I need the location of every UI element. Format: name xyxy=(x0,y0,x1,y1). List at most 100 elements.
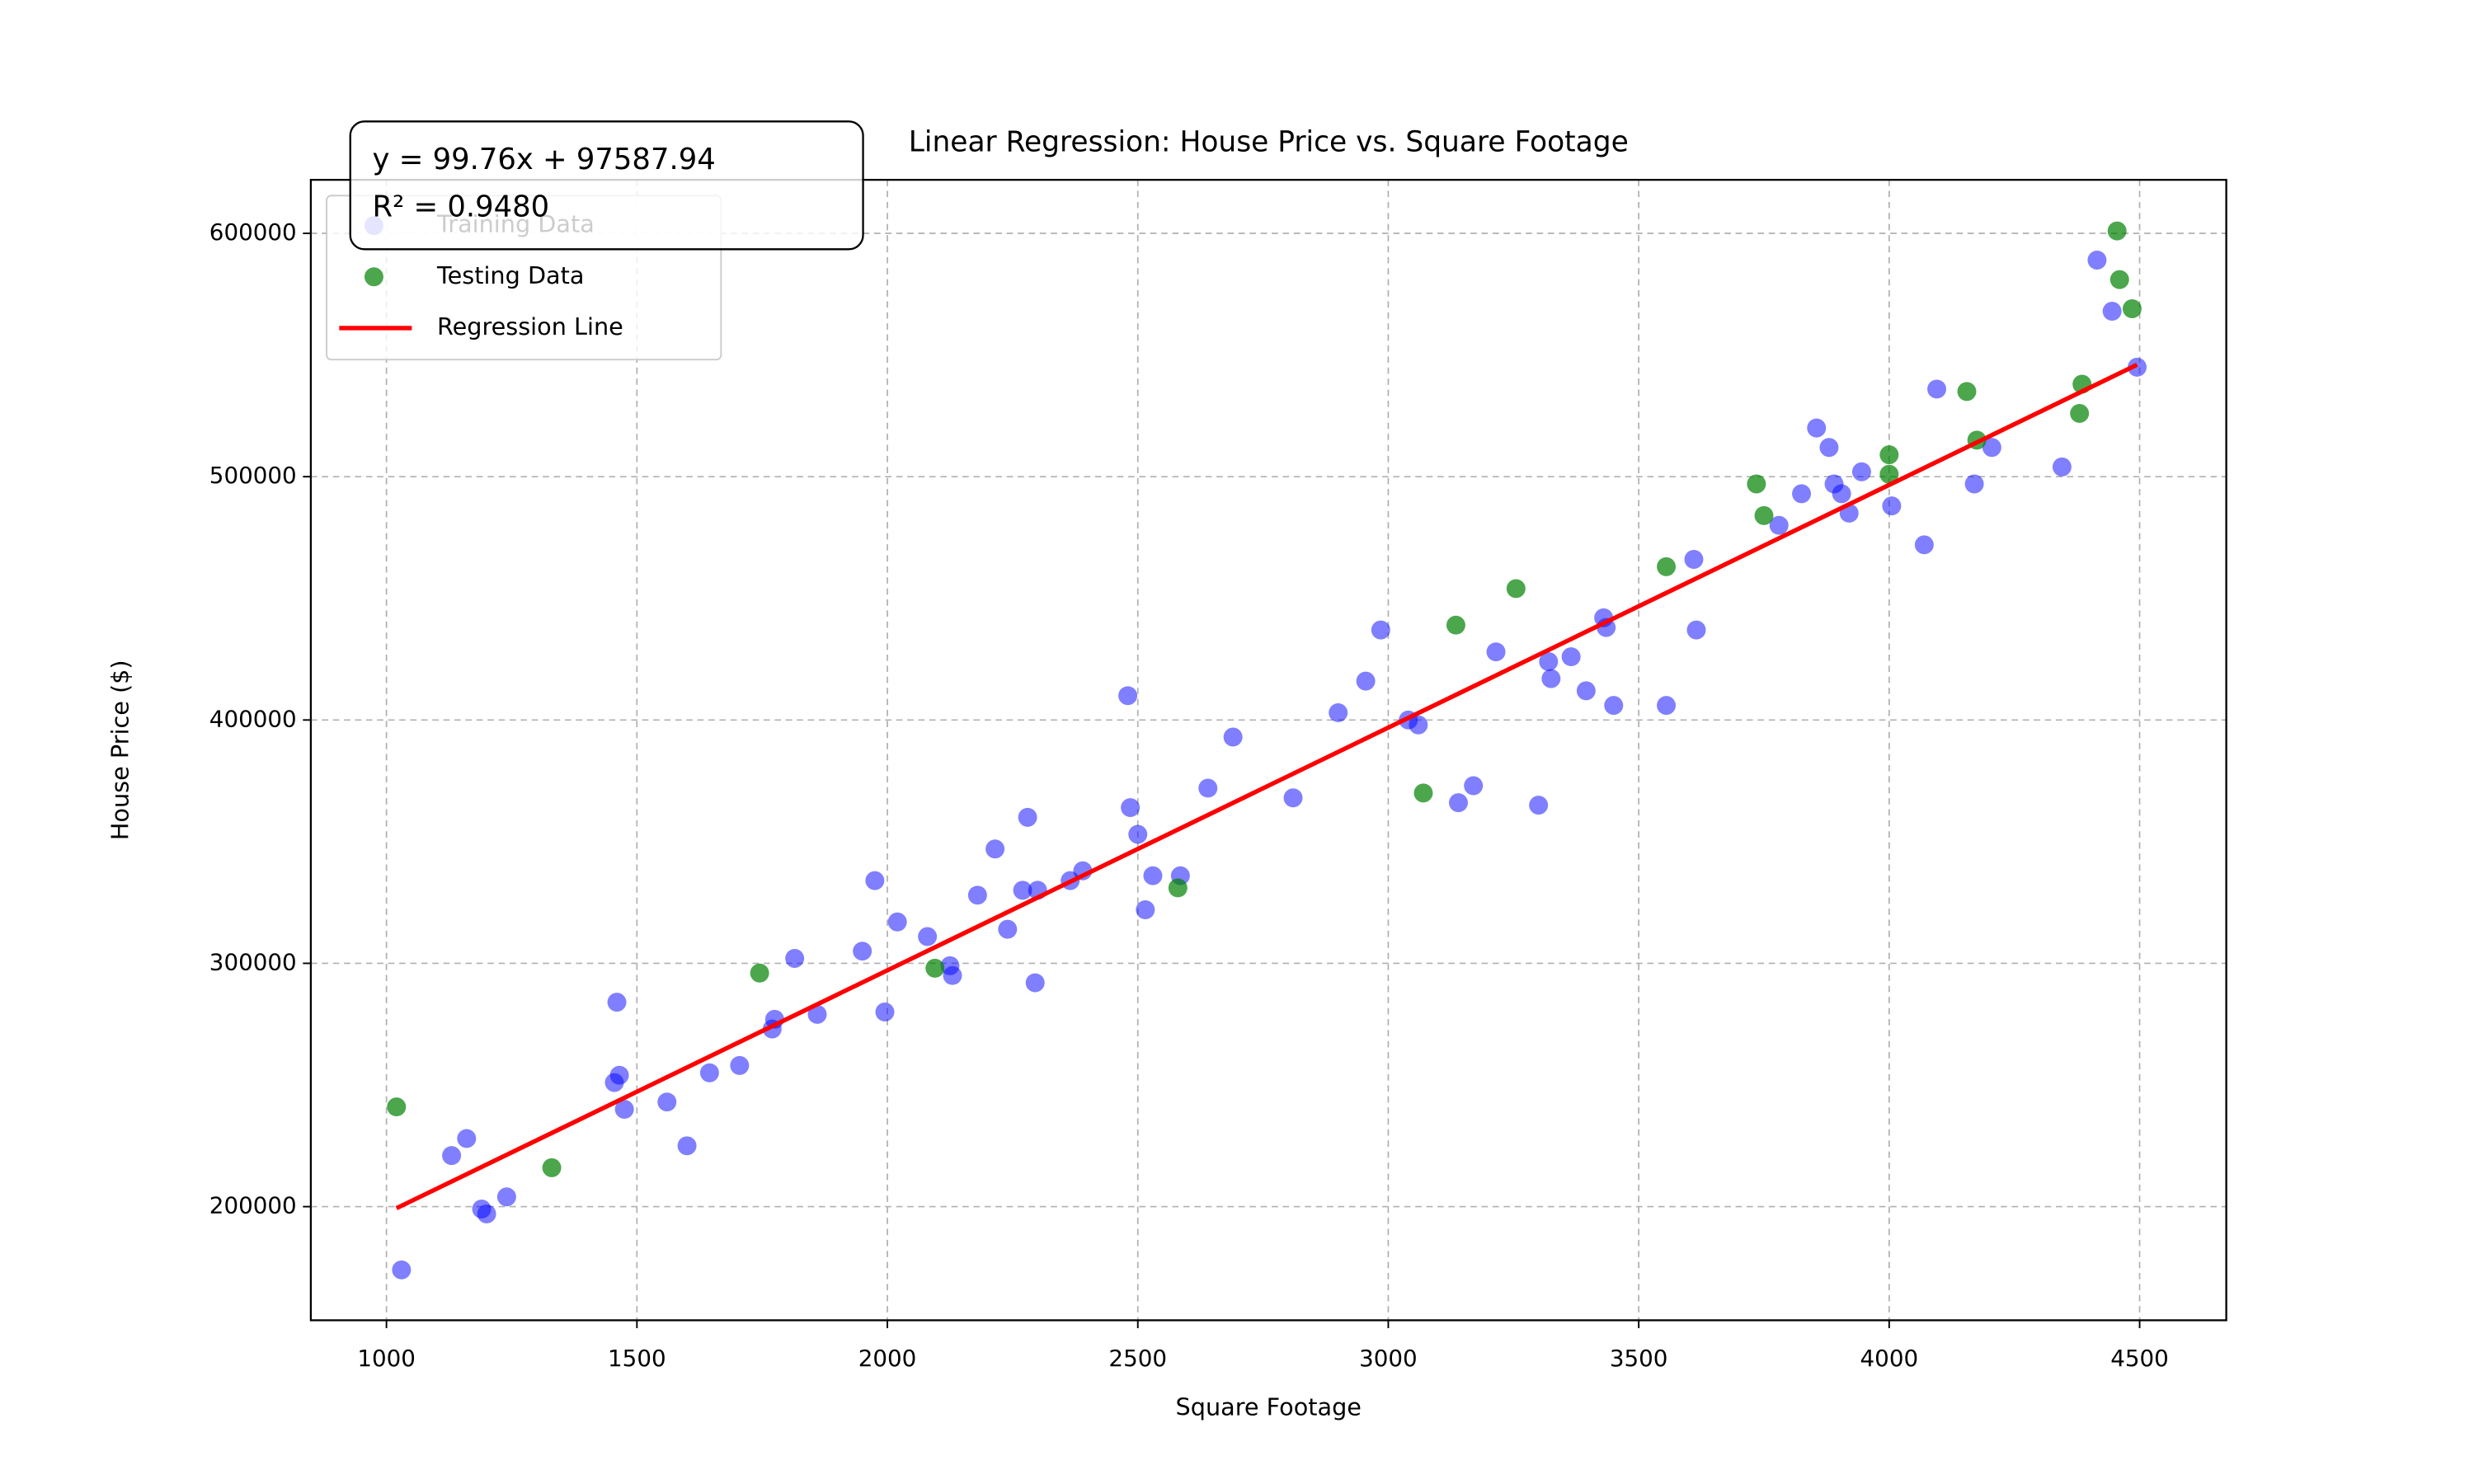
data-point xyxy=(2102,302,2122,321)
data-point xyxy=(614,1100,634,1120)
data-point xyxy=(1576,681,1596,701)
data-point xyxy=(2107,221,2127,241)
legend-label: Regression Line xyxy=(437,312,623,340)
data-point xyxy=(609,1065,629,1085)
data-point xyxy=(1914,535,1934,555)
data-point xyxy=(1684,550,1704,570)
y-tick-label: 400000 xyxy=(209,705,297,732)
x-axis-label: Square Footage xyxy=(1176,1393,1362,1421)
data-point xyxy=(1013,881,1032,900)
y-tick-label: 500000 xyxy=(209,462,297,489)
data-point xyxy=(1539,651,1559,671)
data-point xyxy=(1136,900,1155,919)
data-point xyxy=(1819,438,1839,458)
data-point xyxy=(1283,788,1303,808)
data-point xyxy=(1792,484,1812,504)
data-point xyxy=(1957,382,1977,402)
chart-title: Linear Regression: House Price vs. Squar… xyxy=(909,126,1629,159)
plot-frame xyxy=(309,178,2227,1322)
plot-area: 1000 1500 2000 2500 3000 3500 4000 4500 200000 30… xyxy=(106,178,2227,1421)
data-point xyxy=(1168,878,1188,898)
data-point xyxy=(1982,438,2001,458)
data-point xyxy=(1807,418,1827,438)
data-point xyxy=(477,1204,496,1223)
data-point xyxy=(2122,299,2142,319)
data-point xyxy=(2087,251,2107,270)
x-tick-label: 4000 xyxy=(1860,1345,1919,1372)
data-point xyxy=(657,1092,677,1112)
data-point xyxy=(699,1063,719,1082)
data-point xyxy=(1561,647,1581,667)
x-tick-label: 3000 xyxy=(1359,1345,1418,1372)
x-tick-label: 2000 xyxy=(858,1345,917,1372)
data-point xyxy=(1464,776,1484,796)
data-point xyxy=(1121,798,1141,818)
legend-swatch xyxy=(364,267,383,287)
data-point xyxy=(807,1004,827,1024)
y-axis-label: House Price ($) xyxy=(106,660,134,840)
data-point xyxy=(1143,866,1163,885)
data-point xyxy=(1118,686,1138,706)
annotation-text: R² = 0.9480 xyxy=(373,190,550,224)
data-point xyxy=(1747,474,1766,494)
data-point xyxy=(2052,457,2072,477)
data-point xyxy=(392,1260,412,1280)
data-point xyxy=(1541,669,1561,688)
data-point xyxy=(387,1097,407,1117)
data-point xyxy=(998,919,1018,939)
data-point xyxy=(1964,474,1984,494)
data-point xyxy=(1832,484,1851,504)
y-tick-label: 200000 xyxy=(209,1192,297,1219)
data-point xyxy=(607,993,627,1012)
data-point xyxy=(1128,824,1148,844)
x-tick-label: 2500 xyxy=(1108,1345,1167,1372)
data-point xyxy=(1879,445,1899,465)
data-point xyxy=(1686,620,1706,640)
data-point xyxy=(865,871,885,890)
data-point xyxy=(1486,642,1506,662)
data-point xyxy=(1198,778,1218,798)
regression-line xyxy=(395,362,2138,1210)
data-point xyxy=(1769,515,1789,535)
data-point xyxy=(1356,671,1376,691)
data-point xyxy=(1018,807,1037,827)
data-point xyxy=(730,1055,750,1075)
data-point xyxy=(750,963,769,983)
data-point xyxy=(2109,270,2129,289)
x-tick-label: 1500 xyxy=(608,1345,666,1372)
data-point xyxy=(1879,464,1899,484)
data-point xyxy=(1409,715,1428,735)
x-tick-label: 3500 xyxy=(1610,1345,1668,1372)
data-point xyxy=(853,942,872,961)
x-tick-label: 4500 xyxy=(2110,1345,2169,1372)
data-point xyxy=(785,949,805,969)
data-point xyxy=(496,1187,516,1207)
data-point xyxy=(1371,620,1390,640)
data-point xyxy=(967,885,987,905)
data-point xyxy=(925,958,945,978)
data-point xyxy=(677,1136,697,1156)
data-point xyxy=(442,1146,462,1166)
data-point xyxy=(1657,696,1677,716)
data-point xyxy=(1529,796,1549,815)
data-point xyxy=(1025,973,1045,993)
data-point xyxy=(1851,462,1871,481)
legend-label: Testing Data xyxy=(436,261,584,289)
data-point xyxy=(918,927,938,946)
data-point xyxy=(542,1158,562,1177)
data-point xyxy=(1223,727,1243,747)
data-point xyxy=(1604,696,1624,716)
annotation-box xyxy=(349,120,864,251)
y-tick-label: 300000 xyxy=(209,948,297,975)
data-point xyxy=(943,965,962,985)
data-point xyxy=(1657,556,1677,576)
data-point xyxy=(1413,783,1433,803)
y-tick-label: 600000 xyxy=(209,218,297,246)
x-tick-label: 1000 xyxy=(357,1345,416,1372)
data-point xyxy=(875,1002,895,1021)
data-point xyxy=(1927,379,1947,399)
data-point xyxy=(887,912,907,932)
